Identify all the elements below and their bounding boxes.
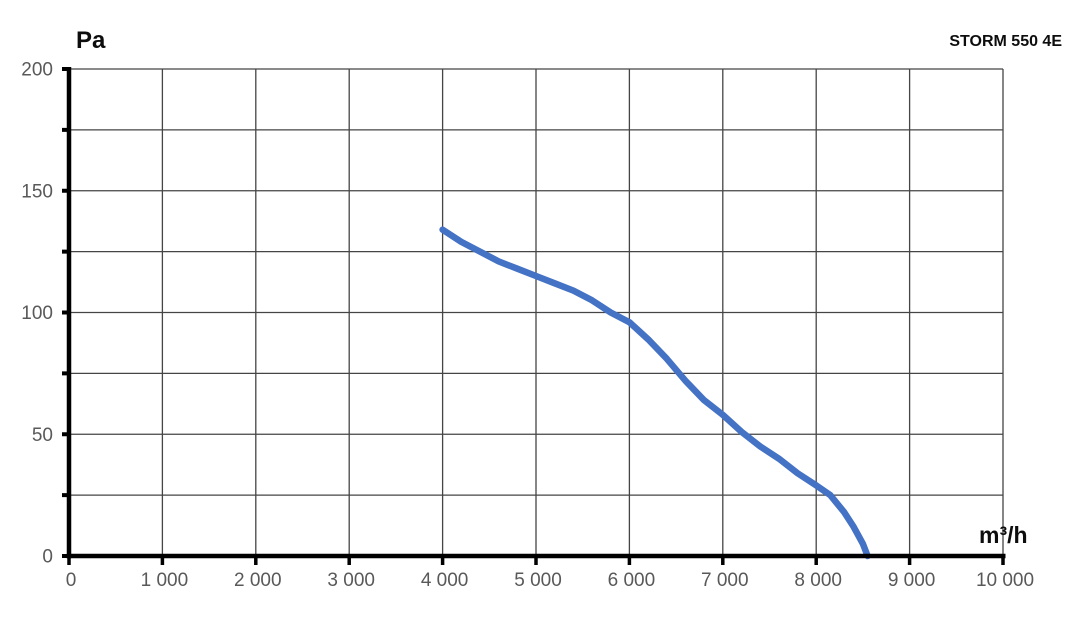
- y-tick-label: 200: [21, 60, 53, 81]
- y-tick-label: 150: [21, 181, 53, 202]
- y-tick-label: 0: [42, 547, 53, 568]
- x-tick-label: 10 000: [976, 570, 1034, 591]
- x-tick-label: 4 000: [421, 570, 469, 591]
- x-tick-label: 6 000: [608, 570, 656, 591]
- x-tick-label: 1 000: [141, 570, 189, 591]
- y-tick-label: 50: [32, 425, 53, 446]
- x-tick-label: 0: [66, 570, 77, 591]
- chart-title-model: STORM 550 4E: [949, 33, 1062, 50]
- y-axis-unit-label: Pa: [76, 27, 106, 54]
- x-tick-label: 3 000: [327, 570, 375, 591]
- x-tick-label: 9 000: [888, 570, 936, 591]
- x-tick-label: 7 000: [701, 570, 749, 591]
- y-tick-label: 100: [21, 303, 53, 324]
- x-tick-label: 8 000: [794, 570, 842, 591]
- x-tick-label: 5 000: [514, 570, 562, 591]
- performance-curve: [439, 226, 871, 560]
- x-axis-unit-label: m³/h: [979, 522, 1028, 548]
- x-tick-label: 2 000: [234, 570, 282, 591]
